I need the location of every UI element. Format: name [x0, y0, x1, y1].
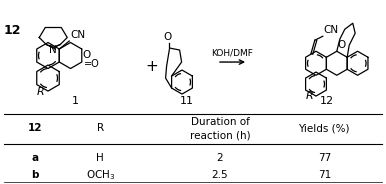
Text: CN: CN [324, 25, 339, 35]
Text: reaction (h): reaction (h) [190, 130, 251, 140]
Text: 77: 77 [318, 153, 331, 163]
Text: =O: =O [84, 59, 100, 68]
Text: R: R [305, 91, 313, 101]
Text: OCH$_3$: OCH$_3$ [86, 168, 115, 182]
Text: 2.5: 2.5 [212, 170, 229, 180]
Text: R: R [97, 123, 104, 133]
Text: a: a [31, 153, 38, 163]
Text: Duration of: Duration of [191, 117, 249, 127]
Text: CN: CN [70, 30, 85, 40]
Text: 12: 12 [27, 123, 42, 133]
Text: b: b [31, 170, 39, 180]
Text: 2: 2 [217, 153, 223, 163]
Text: O: O [164, 32, 172, 42]
Text: 12: 12 [319, 96, 334, 106]
Text: 71: 71 [318, 170, 331, 180]
Text: R: R [36, 87, 44, 97]
Text: O: O [83, 50, 91, 60]
Text: 12: 12 [3, 24, 21, 37]
Text: 11: 11 [180, 96, 194, 106]
Text: 1: 1 [72, 96, 79, 106]
Text: O: O [338, 40, 346, 50]
Text: H: H [96, 153, 104, 163]
Text: N: N [49, 45, 57, 54]
Text: Yields (%): Yields (%) [298, 123, 350, 133]
Text: KOH/DMF: KOH/DMF [212, 48, 254, 57]
Text: +: + [146, 59, 158, 74]
